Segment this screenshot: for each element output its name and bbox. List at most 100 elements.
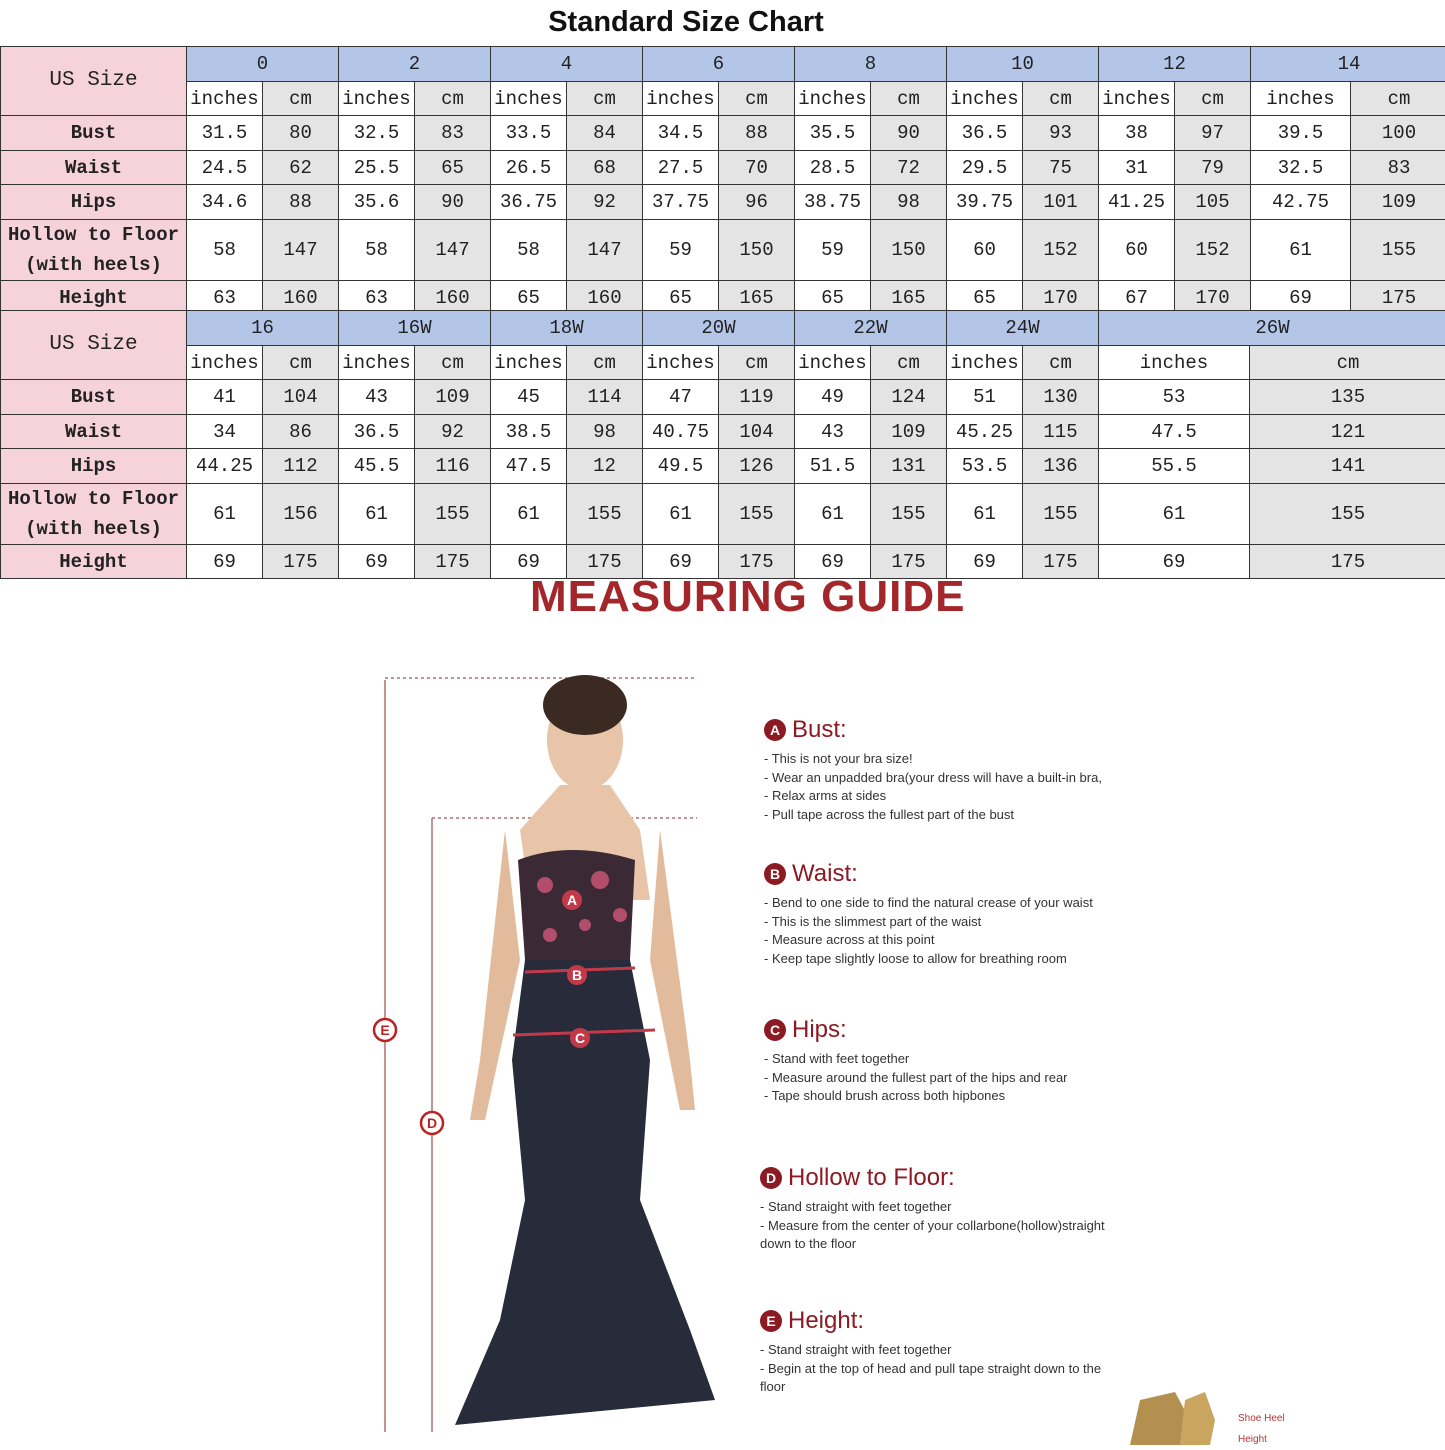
us-size-label: US Size xyxy=(1,311,187,380)
value-cm: 175 xyxy=(1023,545,1099,579)
guide-item: - Measure across at this point xyxy=(764,931,1093,950)
value-cm: 68 xyxy=(567,151,643,185)
unit-cm: cm xyxy=(567,346,643,380)
value-cm: 90 xyxy=(871,116,947,151)
size-header: 8 xyxy=(795,47,947,82)
guide-item: - Stand with feet together xyxy=(764,1050,1068,1069)
value-inches: 38.5 xyxy=(491,415,567,449)
size-header: 16W xyxy=(339,311,491,346)
unit-inches: inches xyxy=(187,346,263,380)
value-inches: 58 xyxy=(339,220,415,281)
unit-inches: inches xyxy=(1099,82,1175,116)
row-label-line: Hollow to Floor xyxy=(1,220,186,250)
unit-cm: cm xyxy=(567,82,643,116)
unit-inches: inches xyxy=(491,346,567,380)
value-cm: 93 xyxy=(1023,116,1099,151)
value-cm: 92 xyxy=(567,185,643,220)
size-header: 18W xyxy=(491,311,643,346)
value-cm: 155 xyxy=(1023,484,1099,545)
value-cm: 155 xyxy=(567,484,643,545)
letter-badge-icon: E xyxy=(760,1310,782,1332)
value-inches: 39.5 xyxy=(1251,116,1351,151)
value-inches: 35.6 xyxy=(339,185,415,220)
value-cm: 155 xyxy=(1351,220,1445,281)
unit-cm: cm xyxy=(263,82,339,116)
value-cm: 88 xyxy=(263,185,339,220)
guide-item: - Stand straight with feet together xyxy=(760,1198,1105,1217)
value-inches: 27.5 xyxy=(643,151,719,185)
size-header: 6 xyxy=(643,47,795,82)
value-inches: 60 xyxy=(1099,220,1175,281)
value-inches: 45.5 xyxy=(339,449,415,484)
dress-skirt xyxy=(455,960,715,1425)
row-label: Waist xyxy=(1,151,187,185)
value-cm: 175 xyxy=(1250,545,1445,579)
value-inches: 47.5 xyxy=(491,449,567,484)
row-label-line: (with heels) xyxy=(1,514,186,544)
value-inches: 69 xyxy=(187,545,263,579)
value-cm: 126 xyxy=(719,449,795,484)
value-cm: 86 xyxy=(263,415,339,449)
figure-label-e: E xyxy=(380,1022,389,1038)
size-header: 0 xyxy=(187,47,339,82)
row-label-line: Waist xyxy=(1,153,186,183)
value-cm: 109 xyxy=(871,415,947,449)
value-inches: 34 xyxy=(187,415,263,449)
value-cm: 98 xyxy=(567,415,643,449)
value-cm: 101 xyxy=(1023,185,1099,220)
value-cm: 65 xyxy=(415,151,491,185)
value-inches: 47 xyxy=(643,380,719,415)
shoe-heel-label: Shoe Heel Height xyxy=(1238,1408,1285,1450)
guide-item: - Begin at the top of head and pull tape… xyxy=(760,1360,1101,1379)
value-cm: 84 xyxy=(567,116,643,151)
shoe-label-line-1: Shoe Heel xyxy=(1238,1408,1285,1429)
value-inches: 34.6 xyxy=(187,185,263,220)
value-inches: 33.5 xyxy=(491,116,567,151)
value-inches: 25.5 xyxy=(339,151,415,185)
value-cm: 75 xyxy=(1023,151,1099,185)
row-label: Hollow to Floor(with heels) xyxy=(1,484,187,545)
value-inches: 32.5 xyxy=(1251,151,1351,185)
value-inches: 36.5 xyxy=(339,415,415,449)
unit-inches: inches xyxy=(795,346,871,380)
guide-heading-text: Hips: xyxy=(792,1016,847,1044)
unit-inches: inches xyxy=(491,82,567,116)
unit-inches: inches xyxy=(947,82,1023,116)
value-inches: 69 xyxy=(1099,545,1250,579)
value-cm: 12 xyxy=(567,449,643,484)
guide-item: down to the floor xyxy=(760,1235,1105,1254)
us-size-label: US Size xyxy=(1,47,187,116)
letter-badge-icon: A xyxy=(764,719,786,741)
size-header: 4 xyxy=(491,47,643,82)
value-cm: 147 xyxy=(415,220,491,281)
model-head xyxy=(547,690,623,790)
row-label-line: Hips xyxy=(1,451,186,481)
row-label-line: Bust xyxy=(1,382,186,412)
value-inches: 31 xyxy=(1099,151,1175,185)
row-label: Hips xyxy=(1,449,187,484)
value-cm: 130 xyxy=(1023,380,1099,415)
value-cm: 72 xyxy=(871,151,947,185)
value-cm: 147 xyxy=(263,220,339,281)
value-inches: 45.25 xyxy=(947,415,1023,449)
model-arms xyxy=(470,830,695,1120)
size-header: 22W xyxy=(795,311,947,346)
value-inches: 59 xyxy=(795,220,871,281)
letter-badge-icon: D xyxy=(760,1167,782,1189)
unit-cm: cm xyxy=(1351,82,1445,116)
value-inches: 49 xyxy=(795,380,871,415)
value-inches: 32.5 xyxy=(339,116,415,151)
value-inches: 40.75 xyxy=(643,415,719,449)
value-cm: 80 xyxy=(263,116,339,151)
unit-cm: cm xyxy=(871,82,947,116)
value-cm: 152 xyxy=(1023,220,1099,281)
row-label-line: Height xyxy=(1,283,186,313)
row-label: Hips xyxy=(1,185,187,220)
